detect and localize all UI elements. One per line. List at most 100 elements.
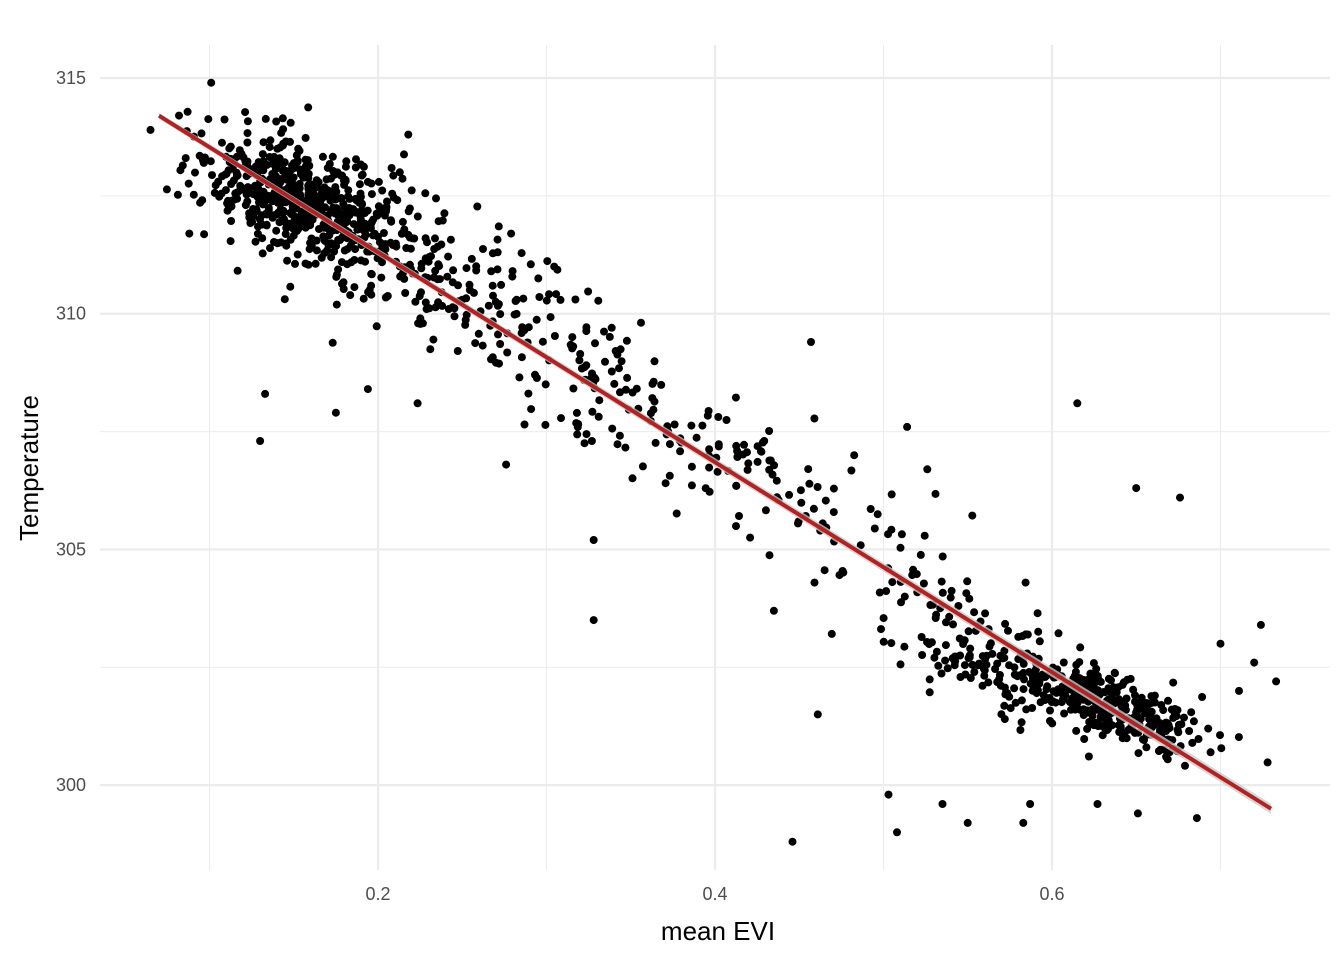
data-point xyxy=(623,373,632,382)
data-point xyxy=(278,167,287,175)
data-point xyxy=(1093,800,1102,808)
data-point xyxy=(411,297,420,306)
data-point xyxy=(282,241,291,250)
data-point xyxy=(400,225,409,234)
data-point xyxy=(769,606,778,615)
data-point xyxy=(810,578,819,587)
data-point xyxy=(580,439,589,448)
data-point xyxy=(1134,701,1142,710)
data-point xyxy=(870,524,879,533)
data-point xyxy=(421,234,430,243)
data-point xyxy=(827,629,836,638)
data-point xyxy=(280,218,289,226)
data-point xyxy=(615,364,623,373)
data-point xyxy=(273,144,282,153)
data-point xyxy=(380,211,389,220)
data-point xyxy=(503,348,512,357)
data-point xyxy=(575,356,584,365)
data-point xyxy=(740,440,748,449)
data-point xyxy=(1192,814,1201,823)
data-point xyxy=(1216,731,1224,740)
data-point xyxy=(305,161,314,170)
data-point xyxy=(291,186,300,195)
data-point xyxy=(507,229,516,238)
data-point xyxy=(879,637,888,646)
data-point xyxy=(810,414,819,423)
data-point xyxy=(1155,719,1164,727)
data-point xyxy=(758,438,767,447)
data-point xyxy=(938,588,947,597)
data-point xyxy=(429,335,438,344)
data-point xyxy=(1188,738,1197,747)
data-point xyxy=(970,668,979,676)
data-point xyxy=(550,332,559,340)
data-point xyxy=(621,443,630,452)
data-point xyxy=(1099,688,1108,697)
data-point xyxy=(1144,706,1153,715)
data-point xyxy=(617,357,626,366)
data-point xyxy=(1133,809,1142,818)
data-point xyxy=(223,206,232,215)
data-point xyxy=(1150,691,1159,700)
data-point xyxy=(877,625,885,634)
data-point xyxy=(615,431,624,440)
data-point xyxy=(1000,683,1009,692)
data-point xyxy=(261,389,270,398)
data-point xyxy=(543,257,552,266)
data-point xyxy=(651,438,660,447)
data-point xyxy=(512,295,521,304)
data-point xyxy=(312,246,321,255)
data-point xyxy=(289,231,298,240)
data-point xyxy=(963,818,972,827)
data-point xyxy=(714,440,723,449)
data-point xyxy=(541,380,550,389)
data-point xyxy=(471,339,480,348)
data-point xyxy=(496,340,505,348)
data-point xyxy=(1194,735,1203,743)
data-point xyxy=(295,179,304,188)
data-point xyxy=(1114,721,1123,730)
data-point xyxy=(175,111,183,120)
data-point xyxy=(492,358,500,367)
data-point xyxy=(608,424,617,433)
data-point xyxy=(391,241,400,250)
data-point xyxy=(291,259,299,268)
data-point xyxy=(947,586,956,595)
data-point xyxy=(576,350,585,358)
data-point xyxy=(572,408,581,417)
data-point xyxy=(247,212,256,221)
data-point xyxy=(595,396,604,405)
data-point xyxy=(241,108,250,117)
data-point xyxy=(943,664,952,673)
data-point xyxy=(367,179,376,188)
data-point xyxy=(279,139,288,148)
data-point xyxy=(1124,725,1133,734)
data-point xyxy=(304,103,313,112)
data-point xyxy=(337,258,346,267)
data-point xyxy=(398,174,407,183)
data-point xyxy=(1169,678,1178,687)
data-point xyxy=(292,204,301,213)
data-point xyxy=(765,465,774,474)
data-point xyxy=(250,182,259,191)
data-point xyxy=(607,323,616,332)
data-point xyxy=(259,138,268,147)
y-tick-label: 305 xyxy=(56,539,86,559)
x-tick-label: 0.6 xyxy=(1039,884,1064,904)
data-point xyxy=(446,235,455,244)
data-point xyxy=(925,675,934,684)
data-point xyxy=(879,614,888,623)
data-point xyxy=(374,177,383,186)
data-point xyxy=(265,143,274,152)
data-point xyxy=(430,273,438,282)
data-point xyxy=(1217,744,1226,753)
data-point xyxy=(312,183,321,192)
data-point xyxy=(413,212,422,221)
data-point xyxy=(993,678,1002,687)
data-point xyxy=(962,589,971,598)
data-point xyxy=(519,294,528,303)
data-point xyxy=(535,293,544,301)
data-point xyxy=(301,133,310,142)
data-point xyxy=(1094,722,1103,731)
data-point xyxy=(444,252,453,261)
